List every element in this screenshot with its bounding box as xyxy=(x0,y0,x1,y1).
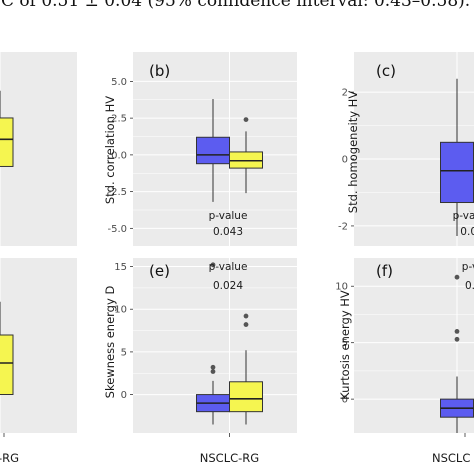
y-tick-label: 5 xyxy=(342,338,348,349)
outlier-point xyxy=(454,274,460,280)
outlier-point xyxy=(243,322,249,327)
y-tick-label: 10 xyxy=(335,282,348,293)
box-group-2 xyxy=(0,301,14,395)
box-group-1 xyxy=(196,262,230,425)
outlier-point xyxy=(210,364,216,370)
panel-label: (f) xyxy=(376,262,393,280)
outlier-point xyxy=(454,328,460,334)
pvalue-label: p-value xyxy=(209,261,248,273)
y-tick-label: 2.5 xyxy=(111,114,127,125)
panel-label: (c) xyxy=(376,62,396,80)
pvalue-value: 0.024 xyxy=(213,280,243,292)
pvalue-label: p-value xyxy=(209,210,248,222)
y-tick-label: 15 xyxy=(114,262,127,273)
y-tick-label: 5 xyxy=(121,347,127,358)
outlier-point xyxy=(210,262,216,268)
x-axis-label: NSCLC-RG xyxy=(200,451,259,465)
y-axis-label: Skewness energy D xyxy=(103,286,117,399)
panel-b: 5.0 2.5 0.0 -2.5 -5.0 Std. correlation HV p-va… xyxy=(103,52,297,246)
box-group-2 xyxy=(229,117,263,194)
box-iqr xyxy=(440,141,474,204)
box-iqr xyxy=(229,381,263,413)
box-iqr xyxy=(0,117,14,167)
panel-label: (e) xyxy=(149,262,170,280)
y-tick-label: -2 xyxy=(338,221,348,232)
box-iqr xyxy=(0,334,14,395)
y-tick-label: 0 xyxy=(342,155,348,166)
pvalue-label: p-v xyxy=(462,261,474,273)
box-group-2 xyxy=(0,90,14,167)
outlier-point xyxy=(243,117,249,123)
y-tick-label: -5.0 xyxy=(107,224,127,235)
panel-label: (b) xyxy=(149,62,170,80)
pvalue-label: p-value xyxy=(453,210,474,222)
outlier-point xyxy=(454,336,460,342)
box-iqr xyxy=(196,136,230,165)
box-group-1 xyxy=(440,78,474,236)
pvalue-value: 0.05 xyxy=(460,226,474,238)
box-group-2 xyxy=(229,313,263,425)
y-tick-label: 0.0 xyxy=(111,150,127,161)
y-tick-label: 0 xyxy=(342,395,348,406)
panel-a-bottom: -RG xyxy=(0,258,77,465)
figure-caption: C of 0.51 ± 0.04 (95% confidence interva… xyxy=(0,0,474,21)
y-tick-label: 0 xyxy=(121,390,127,401)
caption-text: C of 0.51 ± 0.04 (95% confidence interva… xyxy=(1,0,471,11)
y-axis-label: Std. homogeneity HV xyxy=(346,91,360,214)
y-axis-label: Kurtosis energy HV xyxy=(338,290,352,400)
y-tick-label: 5.0 xyxy=(111,77,127,88)
y-tick-label: -2.5 xyxy=(107,187,127,198)
y-tick-label: 10 xyxy=(114,305,127,316)
x-axis-label: -RG xyxy=(0,451,19,465)
pvalue-value: 0.043 xyxy=(213,226,243,238)
panel-e: 15 10 5 0 Skewness energy D NSCLC-RG p-value 0.… xyxy=(103,258,297,465)
pvalue-value: 0. xyxy=(465,280,474,292)
y-tick-label: 2 xyxy=(342,88,348,99)
outlier-point xyxy=(210,369,216,374)
y-axis-label: Std. correlation HV xyxy=(103,96,117,204)
panel-c: 2 0 -2 Std. homogeneity HV p-value 0.05 (c) xyxy=(338,52,474,246)
x-axis-label: NSCLC xyxy=(432,451,470,465)
outlier-point xyxy=(243,313,249,319)
box-group-1 xyxy=(196,99,230,202)
panel-a-top xyxy=(0,52,77,246)
